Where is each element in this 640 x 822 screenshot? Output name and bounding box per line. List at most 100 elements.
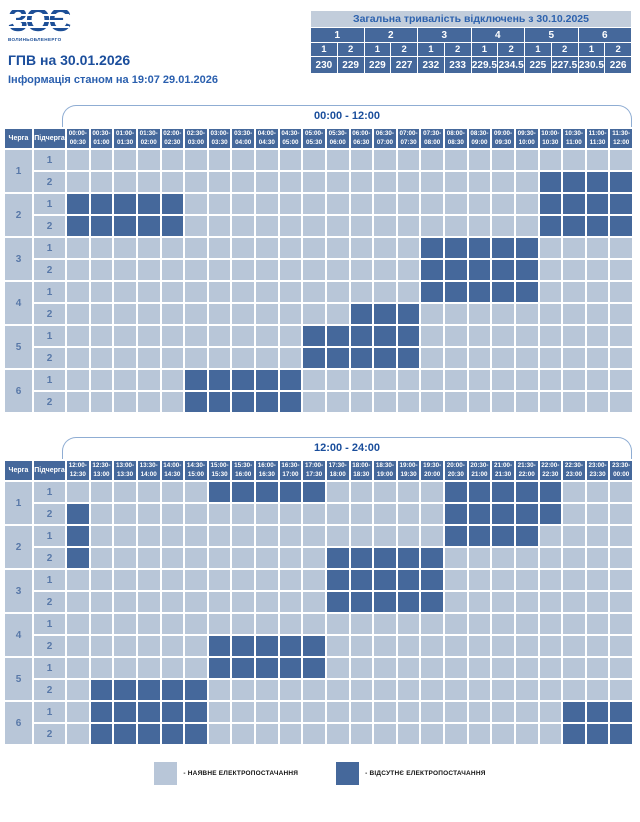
outage-cell <box>114 724 136 744</box>
power-available-cell <box>161 282 184 302</box>
power-available-cell <box>492 172 514 192</box>
power-available-cell <box>185 326 207 346</box>
power-available-cell <box>161 260 184 280</box>
summary-total-hours-cell: 227 <box>390 56 418 74</box>
outage-cell <box>303 636 325 656</box>
outage-cell <box>67 194 89 214</box>
power-available-cell <box>208 348 231 368</box>
time-slot-header: 12:00- 12:30 <box>67 461 89 480</box>
power-available-cell <box>303 570 325 590</box>
summary-subgroup-cell: 2 <box>604 42 632 57</box>
power-available-cell <box>445 348 467 368</box>
power-available-cell <box>137 172 160 192</box>
outage-cell <box>539 216 562 236</box>
time-range-tab-evening: 12:00 - 24:00 <box>62 437 632 459</box>
power-available-cell <box>303 260 325 280</box>
outage-cell <box>610 172 632 192</box>
power-available-cell <box>303 282 325 302</box>
power-available-cell <box>208 304 231 324</box>
power-available-cell <box>539 526 562 546</box>
power-available-cell <box>232 504 254 524</box>
power-available-cell <box>208 724 231 744</box>
power-available-cell <box>114 570 136 590</box>
power-available-cell <box>67 150 89 170</box>
power-available-cell <box>90 304 113 324</box>
outage-cell <box>445 260 467 280</box>
power-available-cell <box>397 172 420 192</box>
page-title: ГПВ на 30.01.2026 <box>8 52 131 68</box>
outage-cell <box>445 238 467 258</box>
time-slot-header: 09:00- 09:30 <box>492 129 514 148</box>
power-available-cell <box>586 326 609 346</box>
power-available-cell <box>256 614 278 634</box>
power-available-cell <box>350 216 373 236</box>
pidcherga-label: 2 <box>34 504 65 524</box>
power-available-cell <box>279 326 302 346</box>
power-available-cell <box>279 504 302 524</box>
power-available-cell <box>445 724 467 744</box>
outage-cell <box>256 370 278 390</box>
outage-cell <box>303 658 325 678</box>
power-available-cell <box>114 636 136 656</box>
power-available-cell <box>279 702 302 722</box>
power-available-cell <box>374 260 396 280</box>
time-slot-header: 08:00- 08:30 <box>445 129 467 148</box>
pidcherga-label: 1 <box>34 702 65 722</box>
power-available-cell <box>161 636 184 656</box>
power-available-cell <box>492 392 514 412</box>
outage-cell <box>161 702 184 722</box>
power-available-cell <box>326 194 349 214</box>
outage-cell <box>90 702 113 722</box>
power-available-cell <box>563 680 585 700</box>
outage-cell <box>586 216 609 236</box>
power-available-cell <box>492 702 514 722</box>
power-available-cell <box>468 592 491 612</box>
power-available-cell <box>586 348 609 368</box>
power-available-cell <box>515 194 538 214</box>
power-available-cell <box>610 548 632 568</box>
power-available-cell <box>326 702 349 722</box>
power-available-cell <box>90 592 113 612</box>
power-available-cell <box>208 326 231 346</box>
power-available-cell <box>67 636 89 656</box>
power-available-cell <box>208 216 231 236</box>
power-available-cell <box>350 370 373 390</box>
power-available-cell <box>67 282 89 302</box>
power-available-cell <box>468 658 491 678</box>
outage-cell <box>67 548 89 568</box>
power-available-cell <box>445 326 467 346</box>
summary-subgroup-cell: 2 <box>497 42 525 57</box>
outage-cell <box>445 504 467 524</box>
power-available-cell <box>303 392 325 412</box>
power-available-cell <box>374 702 396 722</box>
power-available-cell <box>374 194 396 214</box>
power-available-cell <box>256 326 278 346</box>
outage-cell <box>303 326 325 346</box>
power-available-cell <box>515 304 538 324</box>
power-available-cell <box>610 592 632 612</box>
outage-cell <box>374 304 396 324</box>
power-available-cell <box>515 326 538 346</box>
power-available-cell <box>256 504 278 524</box>
power-available-cell <box>208 238 231 258</box>
power-available-cell <box>563 570 585 590</box>
power-available-cell <box>232 238 254 258</box>
power-available-cell <box>279 348 302 368</box>
power-available-cell <box>421 680 443 700</box>
power-available-cell <box>563 260 585 280</box>
power-available-cell <box>539 680 562 700</box>
power-available-cell <box>90 282 113 302</box>
cherga-label: 5 <box>5 658 32 700</box>
cherga-label: 3 <box>5 238 32 280</box>
power-available-cell <box>610 348 632 368</box>
outage-cell <box>492 238 514 258</box>
cherga-column-header: Черга <box>5 129 32 148</box>
cherga-label: 6 <box>5 702 32 744</box>
power-available-cell <box>208 702 231 722</box>
power-available-cell <box>397 526 420 546</box>
power-available-cell <box>137 370 160 390</box>
power-available-cell <box>279 260 302 280</box>
